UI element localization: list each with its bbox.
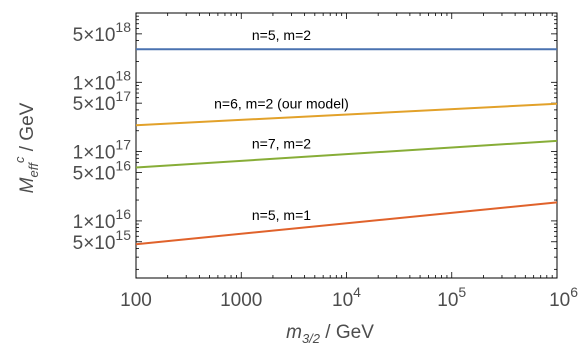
x-tick-labels: 100 1000 104 105 106: [120, 284, 578, 311]
series-label-1: n=5, m=2: [252, 27, 311, 43]
x-tick-label: 104: [332, 284, 361, 311]
x-tick-label: 106: [549, 284, 578, 311]
series-lines: [135, 48, 558, 246]
series-label-3: n=7, m=2: [252, 136, 311, 152]
series-label-2: n=6, m=2 (our model): [214, 95, 349, 111]
y-tick-label: 5×1016: [73, 157, 132, 184]
series-labels: n=5, m=2 n=6, m=2 (our model) n=7, m=2 n=5,…: [214, 27, 349, 223]
y-tick-label: 1×1018: [73, 67, 132, 94]
x-tick-label: 1000: [220, 290, 262, 311]
series-label-4: n=5, m=1: [252, 207, 311, 223]
series-line-3: [135, 139, 558, 169]
y-axis-title: Meffc / GeV: [12, 102, 41, 193]
y-tick-label: 5×1017: [73, 88, 132, 115]
series-line-4: [135, 201, 558, 246]
y-tick-label: 5×1015: [73, 227, 132, 254]
series-line-2: [135, 102, 558, 127]
y-tick-label: 1×1016: [73, 206, 132, 233]
y-tick-label: 1×1017: [73, 137, 132, 164]
x-axis-title: m3/2 / GeV: [286, 322, 374, 346]
y-tick-label: 5×1018: [73, 19, 132, 46]
x-tick-label: 105: [437, 284, 466, 311]
x-tick-label: 100: [120, 290, 152, 311]
